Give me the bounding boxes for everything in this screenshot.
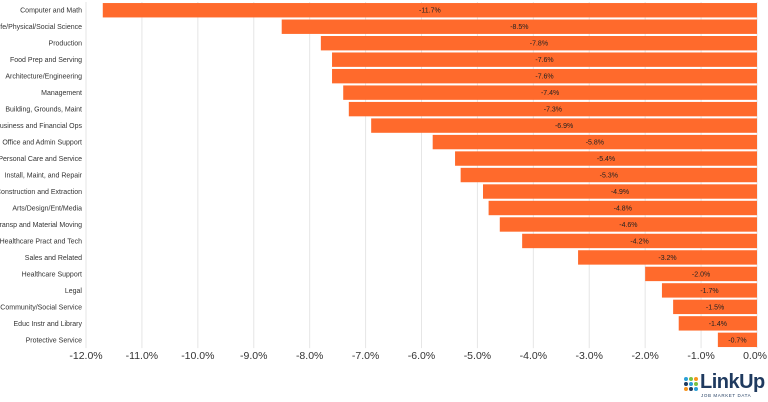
data-label: -2.0% (692, 271, 710, 278)
x-tick-label: -2.0% (631, 350, 658, 362)
linkup-logo: LinkUp JOB MARKET DATA (684, 371, 768, 401)
bars (102, 3, 757, 348)
category-label: Computer and Math (20, 8, 82, 15)
data-label: -1.5% (706, 304, 724, 311)
data-label: -5.8% (586, 140, 604, 147)
logo-dot (689, 377, 693, 381)
logo-dot (684, 382, 688, 386)
logo-dot (689, 387, 693, 391)
x-tick-label: -11.0% (126, 350, 159, 362)
x-tick-label: -5.0% (464, 350, 491, 362)
bar (499, 217, 757, 232)
bar (578, 250, 757, 265)
category-label: Community/Social Service (0, 304, 82, 311)
category-label: Management (41, 90, 82, 97)
bar (673, 299, 757, 315)
x-tick-label: -8.0% (296, 350, 323, 362)
bar (522, 233, 757, 249)
category-label: Transp and Material Moving (0, 222, 82, 229)
category-label: Architecture/Engineering (5, 74, 82, 81)
logo-dot (684, 377, 688, 381)
logo-tagline: JOB MARKET DATA (701, 393, 752, 398)
x-tick-label: -1.0% (687, 350, 714, 362)
data-label: -4.8% (614, 206, 632, 213)
category-label: Arts/Design/Ent/Media (12, 206, 82, 213)
logo-dot (689, 382, 693, 386)
bar (332, 52, 757, 67)
category-label: Office and Admin Support (2, 140, 82, 147)
bar (348, 101, 757, 117)
x-tick-label: -9.0% (240, 350, 267, 362)
bar (661, 283, 757, 298)
data-label: -8.5% (510, 24, 528, 31)
bar (455, 151, 757, 166)
bar (717, 332, 757, 348)
data-label: -1.7% (700, 288, 718, 295)
data-label: -7.8% (530, 41, 548, 48)
x-tick-label: -4.0% (520, 350, 547, 362)
x-tick-label: 0.0% (743, 350, 767, 362)
data-label: -7.4% (541, 90, 559, 97)
data-label: -0.7% (728, 337, 746, 344)
data-label: -4.9% (611, 189, 629, 196)
value-labels: -11.7% -8.5% -7.8% -7.6% -7.6% -7.4% -7.3% -6.9… (419, 8, 747, 345)
category-label: Install, Maint, and Repair (5, 173, 83, 180)
category-label: Legal (65, 288, 83, 295)
bar (483, 184, 757, 199)
bar (320, 36, 757, 51)
category-label: Life/Physical/Social Science (0, 24, 82, 31)
bar (102, 3, 757, 18)
category-label: Sales and Related (25, 255, 82, 262)
bar (678, 316, 757, 331)
bar (332, 68, 757, 84)
category-label: Building, Grounds, Maint (5, 107, 82, 114)
logo-dots-icon (684, 377, 698, 391)
category-label: Production (49, 41, 83, 48)
data-label: -6.9% (555, 123, 573, 130)
bar (460, 167, 757, 183)
category-label: Business and Financial Ops (0, 123, 82, 130)
category-label: Food Prep and Serving (10, 57, 82, 64)
data-label: -7.6% (535, 57, 553, 64)
bar (343, 85, 757, 100)
bar (281, 19, 757, 34)
data-label: -3.2% (658, 255, 676, 262)
bar (488, 200, 757, 216)
bar (432, 134, 757, 150)
data-label: -4.2% (630, 238, 648, 245)
x-tick-label: -10.0% (181, 350, 214, 362)
data-label: -4.6% (619, 222, 637, 229)
x-axis-tick-labels: -12.0% -11.0% -10.0% -9.0% -8.0% -7.0% -6.0% -5… (69, 350, 767, 362)
logo-name: LinkUp (700, 371, 765, 393)
logo-dot (694, 377, 698, 381)
category-label: Educ Instr and Library (14, 321, 83, 328)
data-label: -5.4% (597, 156, 615, 163)
data-label: -5.3% (600, 173, 618, 180)
x-tick-label: -6.0% (408, 350, 435, 362)
category-label: Personal Care and Service (0, 156, 82, 163)
category-label: Healthcare Support (22, 271, 82, 278)
category-label: Protective Service (26, 337, 83, 344)
data-label: -7.3% (544, 107, 562, 114)
data-label: -7.6% (535, 74, 553, 81)
x-tick-label: -12.0% (69, 350, 102, 362)
category-labels: Computer and Math Life/Physical/Social Sc… (0, 8, 83, 345)
x-tick-label: -7.0% (352, 350, 379, 362)
logo-dot (694, 387, 698, 391)
bar (645, 266, 757, 282)
logo-dot (684, 387, 688, 391)
data-label: -1.4% (709, 321, 727, 328)
category-label: Healthcare Pract and Tech (0, 238, 82, 245)
logo-dot (694, 382, 698, 386)
data-label: -11.7% (419, 8, 441, 15)
category-label: Construction and Extraction (0, 189, 82, 196)
x-tick-label: -3.0% (576, 350, 603, 362)
bar (371, 118, 757, 133)
